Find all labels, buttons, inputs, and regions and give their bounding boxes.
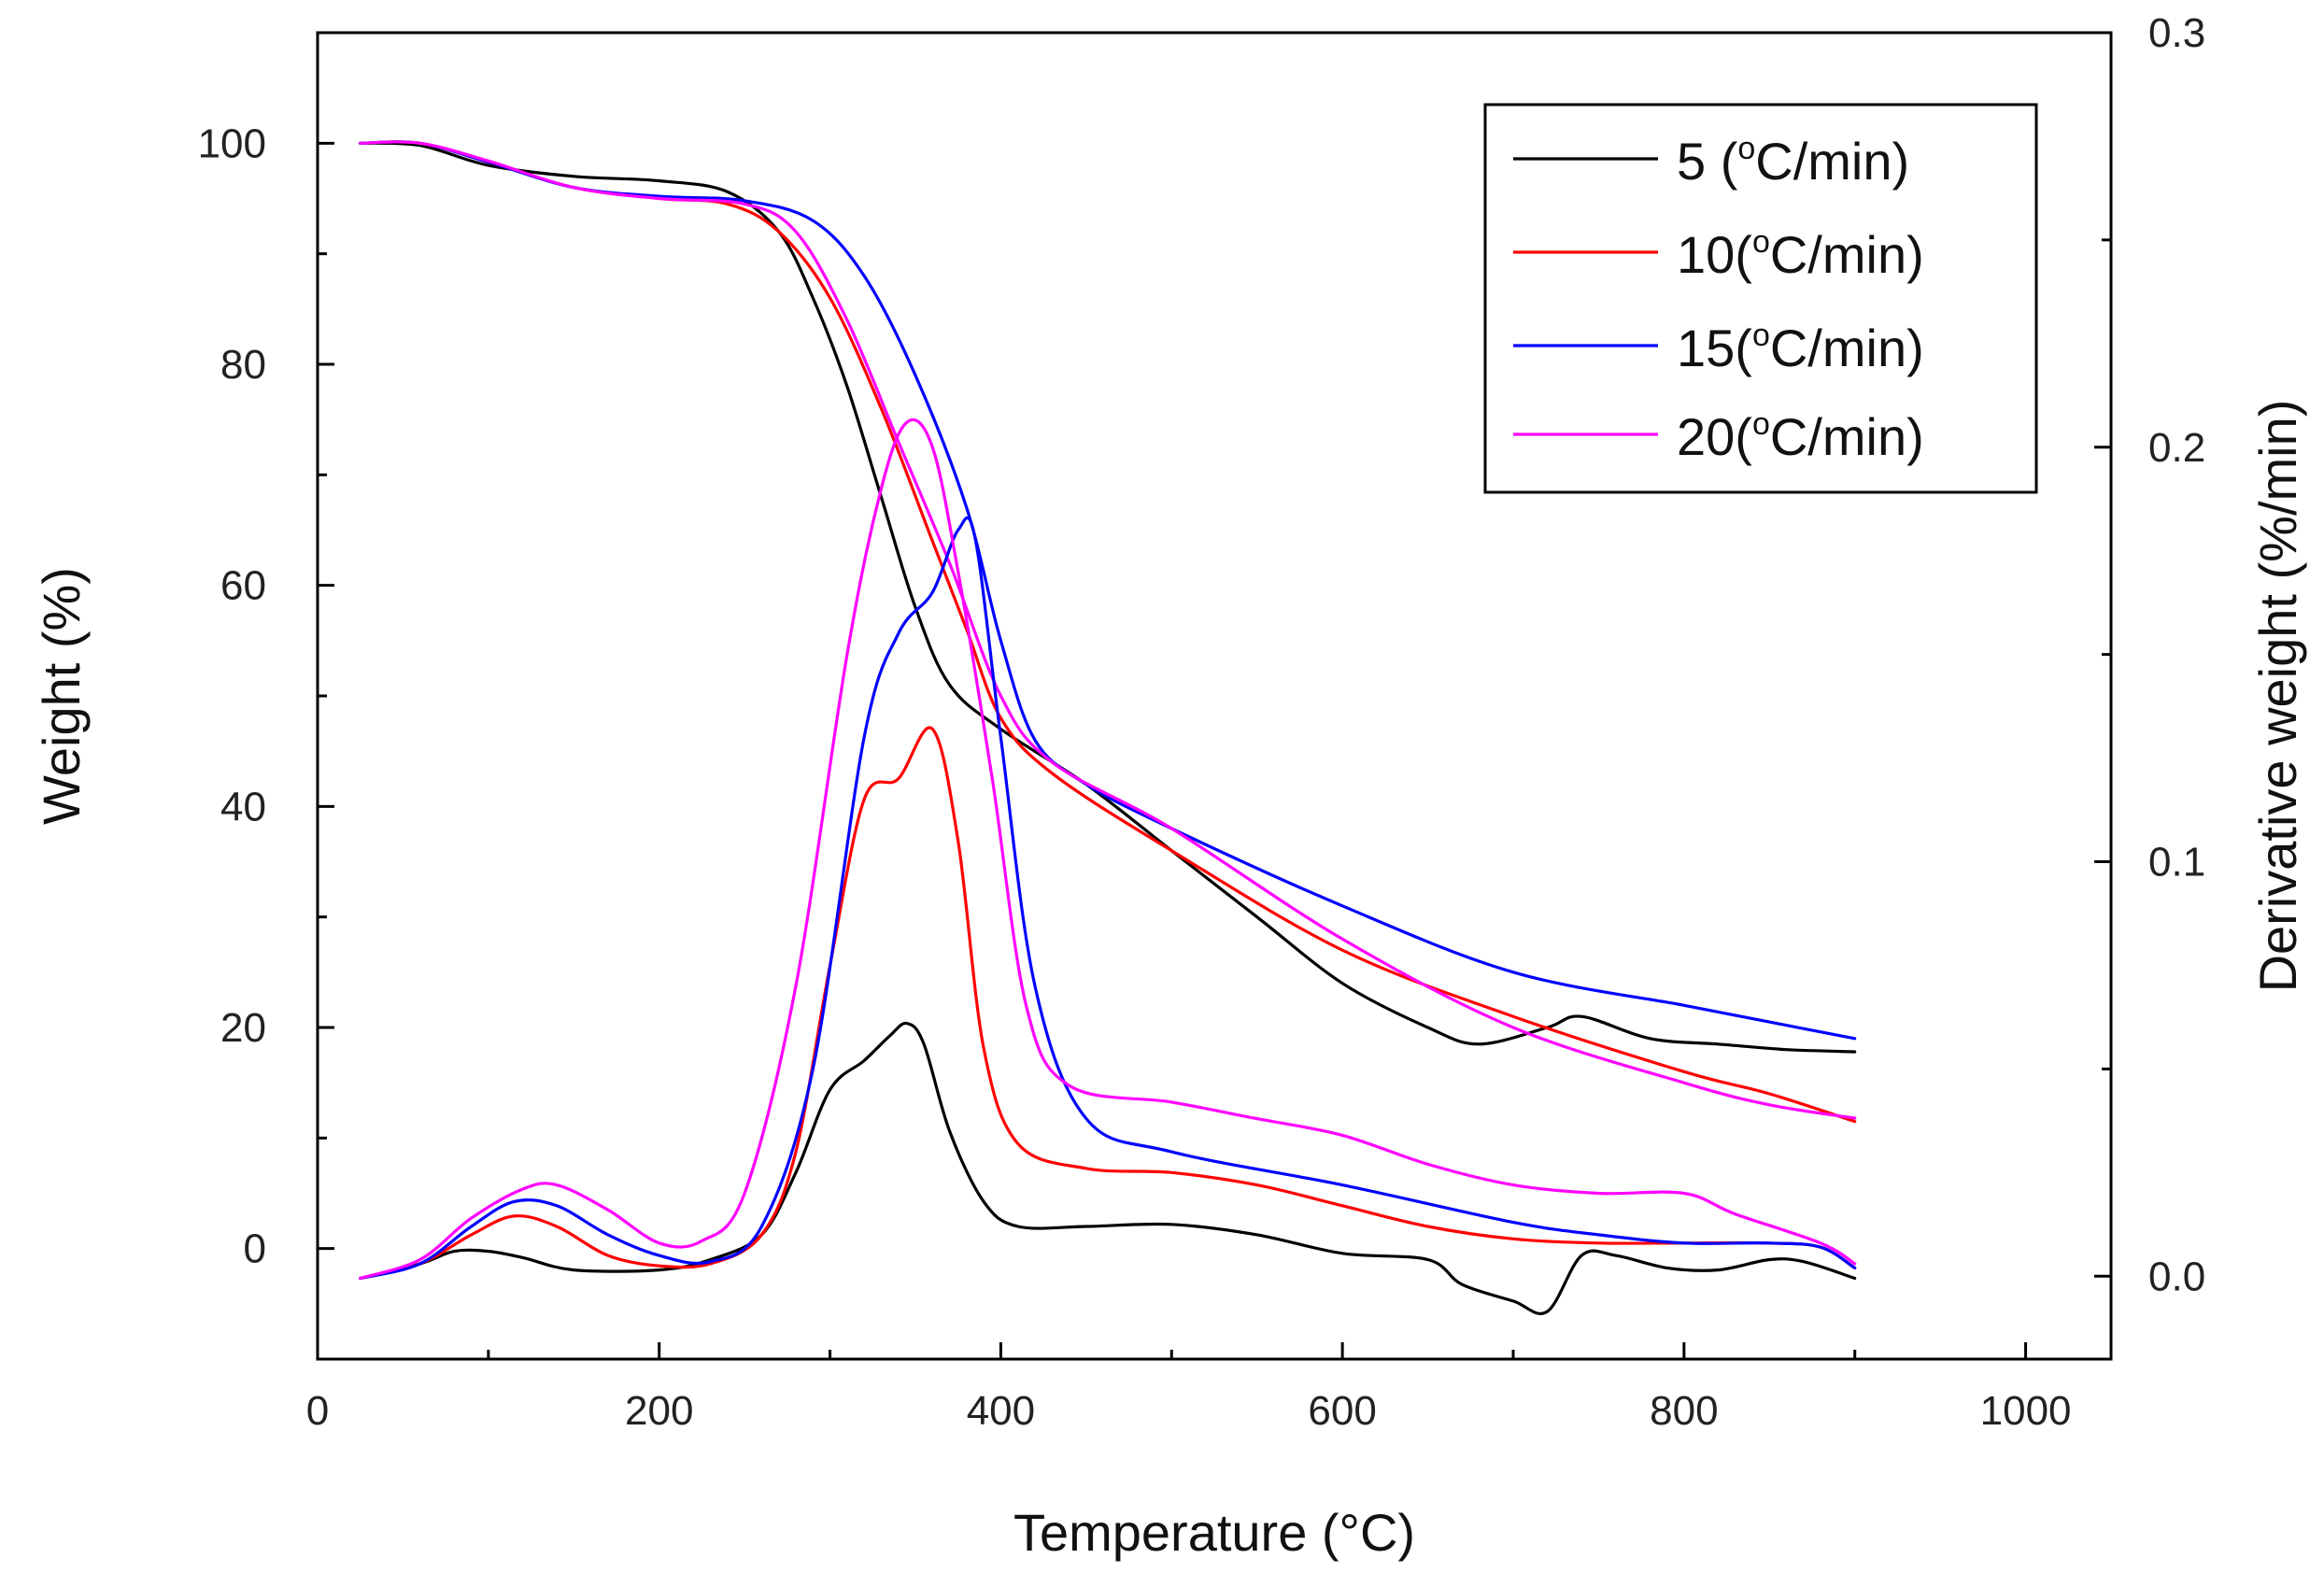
y-left-tick-label: 20 (220, 1005, 266, 1051)
series-line-derivative-0000ff (359, 516, 1857, 1281)
x-tick-label: 1000 (1980, 1388, 2072, 1434)
y-axis-left-title: Weight (%) (32, 567, 91, 825)
x-tick-label: 600 (1308, 1388, 1376, 1434)
series-layer (359, 140, 1857, 1315)
y-right-tick-label: 0.2 (2148, 425, 2205, 471)
y-left-tick-label: 40 (220, 784, 266, 829)
legend-box (1483, 103, 2038, 494)
legend: 5 (oC/min) 10(oC/min) 15(oC/min) 20(oC/min) (1483, 103, 2038, 494)
y-right-tick-label: 0.3 (2148, 10, 2205, 56)
y-right-tick-label: 0.0 (2148, 1254, 2205, 1299)
y-axis-right-title: Derivative weight (%/min) (2248, 400, 2307, 993)
x-tick-label: 400 (967, 1388, 1035, 1434)
y-axis-right: 0.0 0.1 0.2 0.3 (2094, 10, 2205, 1299)
series-line-weight-000000 (359, 141, 1857, 1054)
x-axis: 0 200 400 600 800 1000 (306, 1342, 2072, 1434)
series-line-derivative-ff00ff (359, 418, 1857, 1281)
x-tick-label: 800 (1650, 1388, 1718, 1434)
series-line-derivative-000000 (359, 1021, 1857, 1315)
y-left-tick-label: 80 (220, 342, 266, 388)
y-right-tick-label: 0.1 (2148, 840, 2205, 886)
x-axis-title: Temperature (°C) (1013, 1503, 1415, 1562)
legend-label: 20(oC/min) (1677, 406, 1924, 466)
x-tick-label: 0 (306, 1388, 329, 1434)
legend-label: 15(oC/min) (1677, 318, 1924, 377)
series-line-weight-ff00ff (359, 140, 1857, 1120)
y-left-tick-label: 0 (244, 1226, 266, 1272)
legend-label: 5 (oC/min) (1677, 131, 1909, 191)
x-tick-label: 200 (625, 1388, 693, 1434)
y-left-tick-label: 100 (198, 120, 266, 166)
y-left-tick-label: 60 (220, 563, 266, 609)
y-axis-left: 0 20 40 60 80 100 (198, 31, 334, 1361)
series-line-derivative-ff0000 (359, 726, 1857, 1281)
legend-label: 10(oC/min) (1677, 224, 1924, 284)
